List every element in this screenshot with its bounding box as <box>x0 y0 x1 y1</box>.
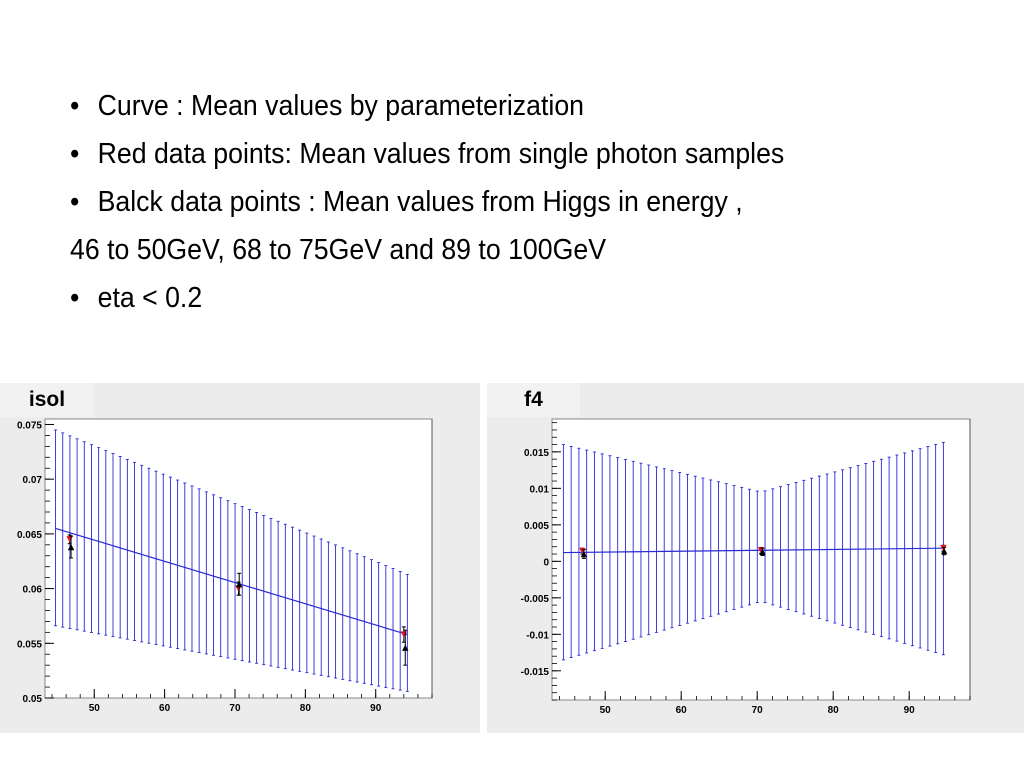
bullet-line-2: • Red data points: Mean values from singl… <box>70 130 935 178</box>
y-tick-label: 0 <box>543 557 549 568</box>
y-tick-label: 0.075 <box>17 420 42 431</box>
y-tick-label: 0.01 <box>530 484 550 495</box>
isol-canvas: 0.05 0.055 0.06 0.065 0.07 0.075 50 60 70 80 90 is… <box>0 383 480 733</box>
y-tick-label: 0.07 <box>23 475 43 486</box>
black-data-point <box>67 543 75 551</box>
y-tick-label: 0.06 <box>23 585 43 596</box>
bullet-line-3: • Balck data points : Mean values from Hi… <box>70 178 935 226</box>
bullet-marker: • <box>70 186 80 218</box>
x-tick-label: 80 <box>300 703 312 714</box>
x-tick-label: 80 <box>828 705 840 716</box>
y-tick-label: 0.065 <box>17 530 42 541</box>
bullet-line-1: • Curve : Mean values by parameterization <box>70 82 935 130</box>
y-tick-label: -0.015 <box>521 667 550 678</box>
black-data-point <box>580 550 588 558</box>
y-tick-label: 0.005 <box>524 521 549 532</box>
parameterization-curve <box>55 527 408 636</box>
bullet-marker: • <box>70 282 80 314</box>
isol-plot: 0.05 0.055 0.06 0.065 0.07 0.075 50 60 70 80 90 <box>17 418 433 714</box>
x-tick-label: 70 <box>229 703 241 714</box>
x-tick-label: 90 <box>904 705 916 716</box>
plot-area <box>44 418 433 699</box>
black-data-point <box>940 547 948 555</box>
y-tick-label: 0.05 <box>23 694 43 705</box>
plot-area <box>551 418 971 701</box>
parameterization-curve <box>563 547 944 554</box>
black-data-point <box>759 548 766 556</box>
y-tick-label: 0.055 <box>17 639 42 650</box>
f4-plot: -0.015 -0.01 -0.005 0 0.005 0.01 0.015 50 60 70 80… <box>521 418 971 716</box>
isol-title: isol <box>0 383 94 417</box>
f4-title: f4 <box>487 383 580 417</box>
x-tick-label: 60 <box>159 703 171 714</box>
black-data-point <box>236 581 243 588</box>
bullet-text: Curve : Mean values by parameterization <box>97 90 585 122</box>
bullet-marker: • <box>70 138 80 170</box>
x-tick-label: 50 <box>89 703 101 714</box>
bullet-text: Red data points: Mean values from single… <box>97 138 785 170</box>
bullet-text: eta < 0.2 <box>97 282 203 314</box>
bullet-text: Balck data points : Mean values from Hig… <box>97 186 743 218</box>
bullet-list: • Curve : Mean values by parameterization… <box>70 82 935 322</box>
x-tick-label: 50 <box>600 705 612 716</box>
y-tick-label: -0.01 <box>526 630 549 641</box>
bullet-line-4: 46 to 50GeV, 68 to 75GeV and 89 to 100Ge… <box>70 226 935 274</box>
red-data-point <box>940 544 947 552</box>
black-data-point <box>402 644 409 651</box>
bullet-text: 46 to 50GeV, 68 to 75GeV and 89 to 100Ge… <box>70 234 607 266</box>
x-tick-label: 90 <box>370 703 382 714</box>
x-tick-label: 60 <box>676 705 688 716</box>
bullet-line-5: • eta < 0.2 <box>70 274 935 322</box>
y-tick-label: 0.015 <box>524 448 549 459</box>
x-tick-label: 70 <box>752 705 764 716</box>
y-tick-label: -0.005 <box>521 594 550 605</box>
bullet-marker: • <box>70 90 80 122</box>
f4-canvas: -0.015 -0.01 -0.005 0 0.005 0.01 0.015 50 60 70 80… <box>487 383 1024 733</box>
